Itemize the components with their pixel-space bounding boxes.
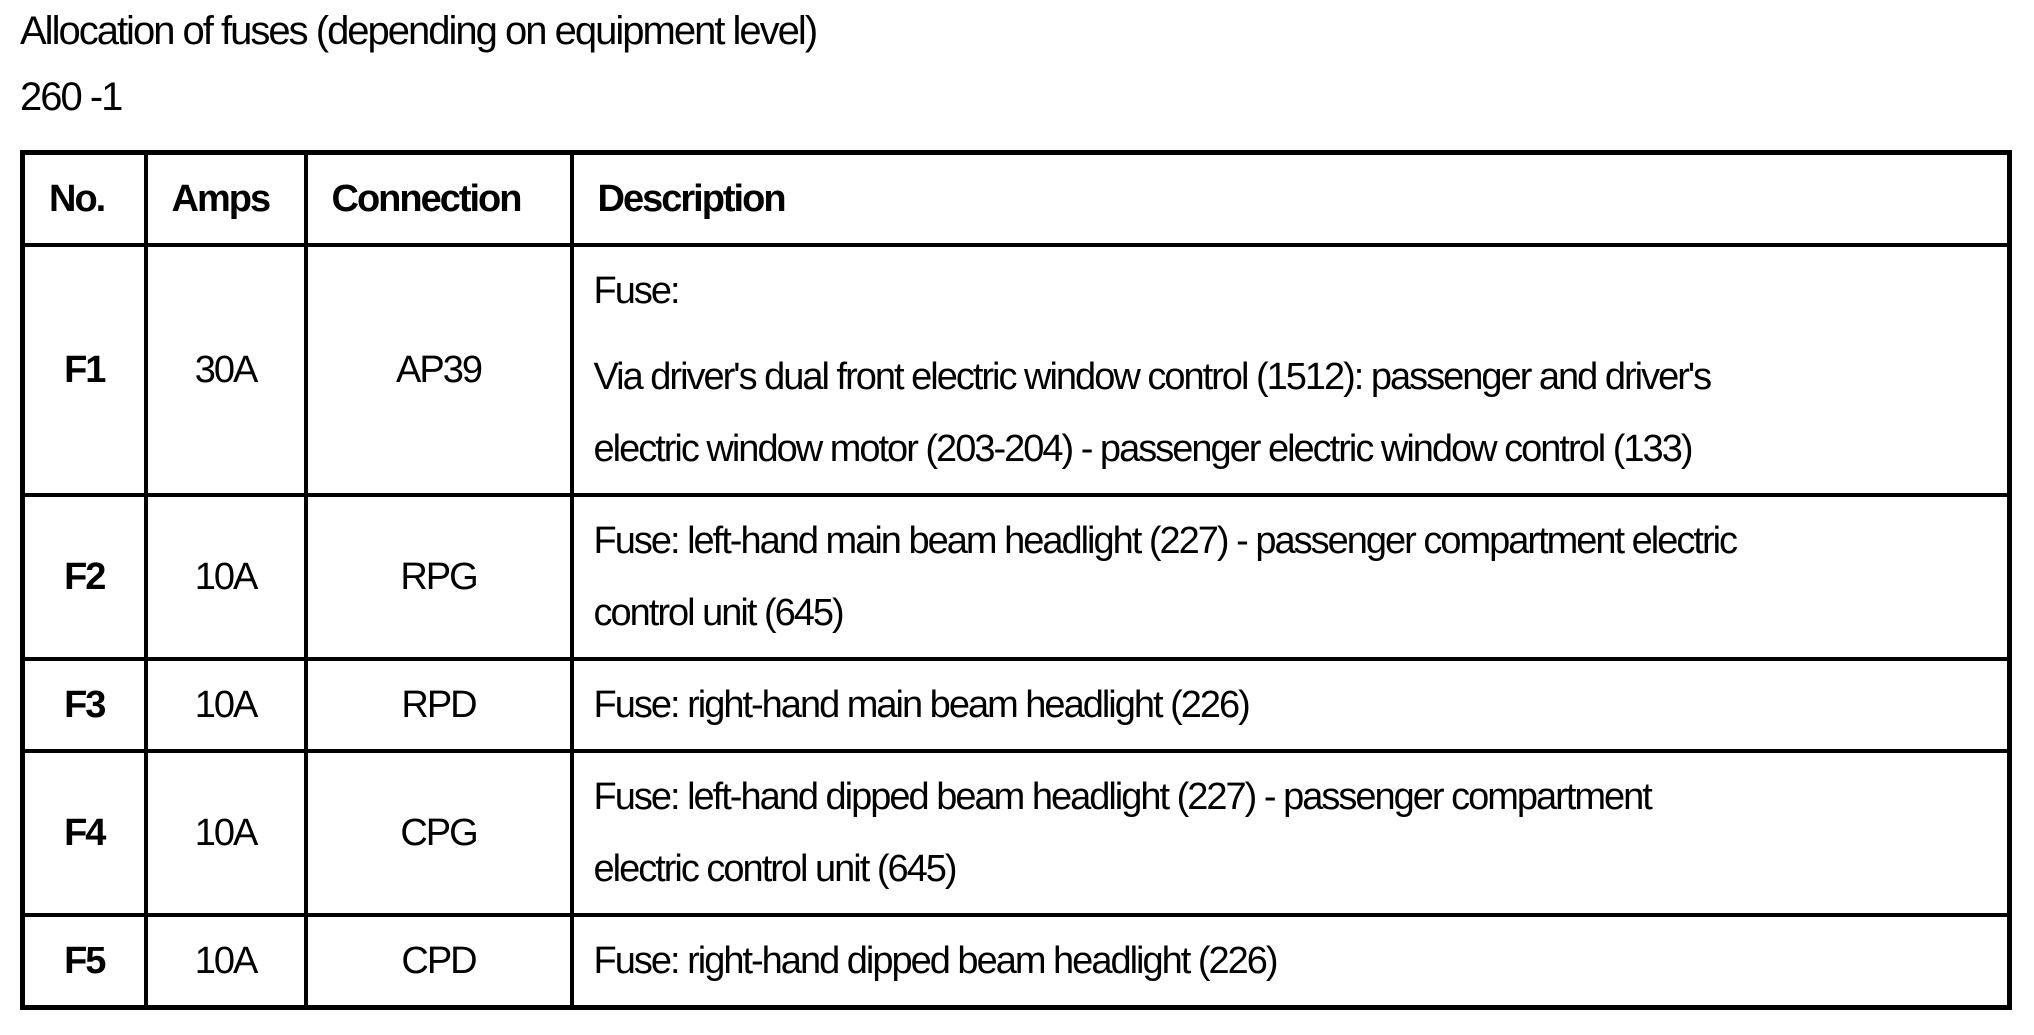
amps-cell: 10A bbox=[143, 657, 308, 753]
description-cell: Fuse: right-hand dipped beam headlight (… bbox=[569, 913, 2012, 1010]
description-paragraph: Fuse: right-hand main beam headlight (22… bbox=[593, 684, 1251, 726]
table-row: F4 10A CPG Fuse: left-hand dipped beam head… bbox=[20, 749, 2012, 917]
description-cell: Fuse: right-hand main beam headlight (22… bbox=[569, 657, 2012, 753]
fuse-number-cell: F1 bbox=[20, 243, 148, 497]
connection-cell: CPG bbox=[303, 749, 574, 917]
description-paragraph: Fuse: bbox=[593, 270, 681, 312]
column-header-amps: Amps bbox=[143, 150, 308, 247]
amps-cell: 30A bbox=[143, 243, 308, 497]
table-row: F2 10A RPG Fuse: left-hand main beam headli… bbox=[20, 493, 2012, 661]
description-paragraph: Fuse: right-hand dipped beam headlight (… bbox=[593, 940, 1279, 982]
page-title: Allocation of fuses (depending on equipm… bbox=[20, 9, 818, 53]
table-row: F5 10A CPD Fuse: right-hand dipped beam hea… bbox=[20, 913, 2012, 1010]
table-row: F3 10A RPD Fuse: right-hand main beam headl… bbox=[20, 657, 2012, 753]
description-paragraph: Via driver's dual front electric window … bbox=[593, 356, 1713, 470]
description-paragraph: Fuse: left-hand dipped beam headlight (2… bbox=[593, 776, 1653, 890]
description-paragraph: Fuse: left-hand main beam headlight (227… bbox=[593, 520, 1739, 634]
connection-cell: CPD bbox=[303, 913, 574, 1010]
table-row: F1 30A AP39 Fuse: Via driver's dual front el… bbox=[20, 243, 2012, 497]
page-subtitle: 260 -1 bbox=[20, 75, 123, 119]
description-cell: Fuse: Via driver's dual front electric wi… bbox=[569, 243, 2012, 497]
header-row: No. Amps Connection Description bbox=[20, 150, 2012, 247]
amps-cell: 10A bbox=[143, 749, 308, 917]
fuse-number-cell: F5 bbox=[20, 913, 148, 1010]
connection-cell: AP39 bbox=[303, 243, 574, 497]
column-header-no: No. bbox=[20, 150, 148, 247]
description-cell: Fuse: left-hand dipped beam headlight (2… bbox=[569, 749, 2012, 917]
fuse-table-body: F1 30A AP39 Fuse: Via driver's dual front el… bbox=[20, 243, 2012, 1010]
connection-cell: RPG bbox=[303, 493, 574, 661]
fuse-table-header: No. Amps Connection Description bbox=[20, 150, 2012, 247]
amps-cell: 10A bbox=[143, 913, 308, 1010]
column-header-connection: Connection bbox=[303, 150, 574, 247]
fuse-number-cell: F3 bbox=[20, 657, 148, 753]
amps-cell: 10A bbox=[143, 493, 308, 661]
column-header-description: Description bbox=[569, 150, 2012, 247]
description-cell: Fuse: left-hand main beam headlight (227… bbox=[569, 493, 2012, 661]
connection-cell: RPD bbox=[303, 657, 574, 753]
fuse-number-cell: F2 bbox=[20, 493, 148, 661]
fuse-allocation-table: No. Amps Connection Description F1 30A AP3… bbox=[20, 150, 2012, 1010]
fuse-number-cell: F4 bbox=[20, 749, 148, 917]
